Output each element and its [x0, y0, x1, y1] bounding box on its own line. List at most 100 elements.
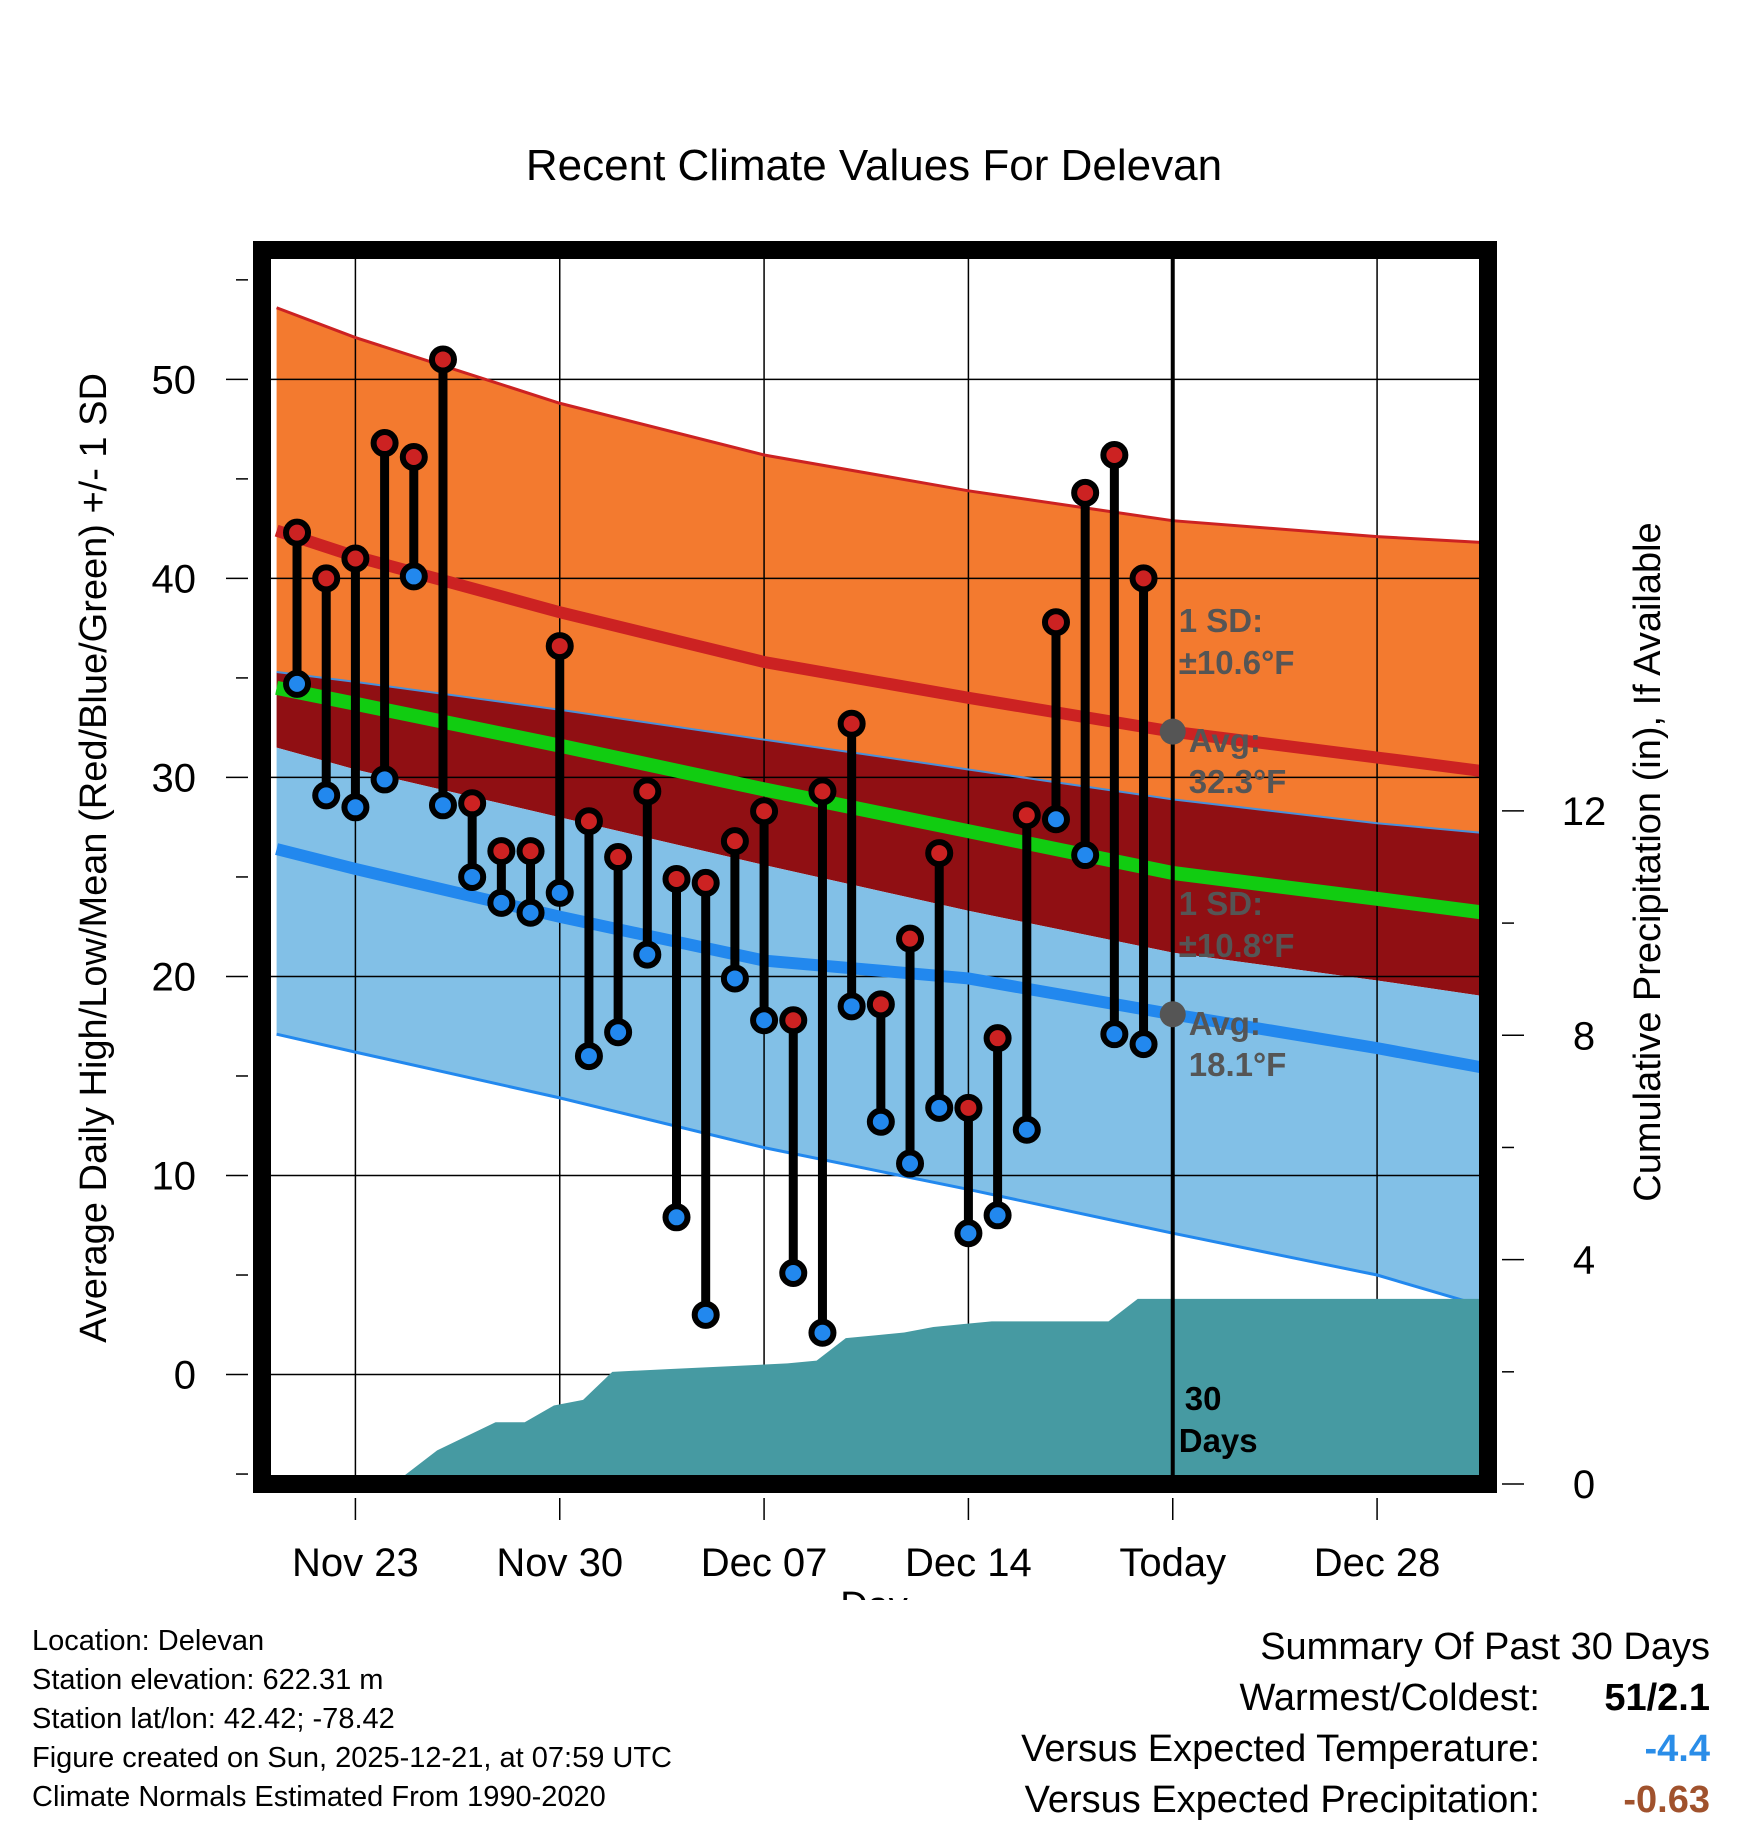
y-tick-label: 40: [152, 557, 197, 601]
low-point: [779, 1259, 808, 1288]
temp-value: -4.4: [1644, 1728, 1710, 1770]
info-location: Location: Delevan: [32, 1625, 265, 1657]
x-tick-label: Nov 30: [496, 1541, 623, 1585]
temp-label: Versus Expected Temperature:: [1021, 1728, 1540, 1770]
y-tick-label: 10: [152, 1155, 197, 1199]
low-point: [662, 1203, 691, 1232]
low-point: [312, 781, 341, 810]
window-word: Days: [1179, 1422, 1258, 1459]
summary-row-precip: Versus Expected Precipitation: -0.63: [1021, 1775, 1710, 1826]
high-minus-sd-line: [276, 670, 1486, 835]
low-minus-sd-line: [276, 1032, 1486, 1309]
high-point: [691, 868, 720, 897]
y2-tick-label: 12: [1562, 790, 1607, 834]
low-point: [691, 1300, 720, 1329]
mean-average-line: [275, 681, 1486, 920]
y-axis-label: Average Daily High/Low/Mean (Red/Blue/Gr…: [73, 373, 115, 1343]
low-point: [428, 791, 457, 820]
low-point: [983, 1201, 1012, 1230]
precip-value: -0.63: [1623, 1779, 1710, 1821]
window-number: 30: [1185, 1380, 1222, 1417]
chart-title: Recent Climate Values For Delevan: [526, 141, 1222, 190]
high-point: [604, 843, 633, 872]
low-point: [283, 669, 312, 698]
low-avg-label: Avg:: [1189, 1005, 1261, 1042]
low-point: [487, 888, 516, 917]
summary-panel: Summary Of Past 30 Days Warmest/Coldest:…: [1021, 1622, 1710, 1826]
low-sd-label: 1 SD:: [1179, 885, 1263, 922]
high-avg-value: 32.3°F: [1189, 763, 1287, 800]
low-sd-value: ±10.8°F: [1179, 927, 1295, 964]
low-point: [545, 878, 574, 907]
low-point: [370, 765, 399, 794]
high-point: [1129, 564, 1158, 593]
high-point: [399, 442, 428, 471]
high-point: [925, 839, 954, 868]
low-point: [1100, 1020, 1129, 1049]
high-sd-band: [276, 307, 1486, 834]
info-created: Figure created on Sun, 2025-12-21, at 07…: [32, 1742, 672, 1774]
station-info: Location: Delevan Station elevation: 622…: [32, 1622, 672, 1817]
low-point: [866, 1107, 895, 1136]
low-point: [925, 1093, 954, 1122]
high-point: [808, 777, 837, 806]
high-point: [720, 827, 749, 856]
plot-area: 1 SD: ±10.6°F Avg: 32.3°F 1 SD: ±10.8°F Avg: 18…: [152, 241, 1607, 1585]
high-point: [633, 777, 662, 806]
y2-tick-label: 4: [1573, 1239, 1595, 1283]
high-point: [428, 345, 457, 374]
x-axis-label: Day: [840, 1585, 908, 1600]
x-tick-label: Today: [1119, 1541, 1226, 1585]
low-point: [574, 1042, 603, 1071]
high-point: [1071, 478, 1100, 507]
warmest-value: 51/2.1: [1604, 1677, 1710, 1719]
low-point: [341, 793, 370, 822]
x-tick-label: Dec 07: [701, 1541, 828, 1585]
high-plus-sd-line: [276, 306, 1486, 545]
y2-tick-label: 8: [1573, 1014, 1595, 1058]
high-point: [954, 1093, 983, 1122]
low-point: [1041, 805, 1070, 834]
high-point: [750, 797, 779, 826]
x-tick-label: Dec 14: [905, 1541, 1032, 1585]
summary-row-warmest: Warmest/Coldest: 51/2.1: [1021, 1673, 1710, 1724]
high-sd-value: ±10.6°F: [1179, 644, 1295, 681]
low-avg-value: 18.1°F: [1189, 1046, 1287, 1083]
high-point: [866, 990, 895, 1019]
low-point: [1071, 841, 1100, 870]
high-point: [1100, 441, 1129, 470]
high-point: [779, 1006, 808, 1035]
y-tick-label: 50: [152, 358, 197, 402]
low-point: [954, 1219, 983, 1248]
info-normals: Climate Normals Estimated From 1990-2020: [32, 1781, 606, 1813]
plot-content: 1 SD: ±10.6°F Avg: 32.3°F 1 SD: ±10.8°F Avg: 18…: [262, 250, 1488, 1484]
high-point: [896, 924, 925, 953]
low-average-line: [275, 843, 1487, 1074]
info-elevation: Station elevation: 622.31 m: [32, 1664, 384, 1696]
summary-row-temp: Versus Expected Temperature: -4.4: [1021, 1724, 1710, 1775]
low-point: [837, 992, 866, 1021]
low-point: [750, 1006, 779, 1035]
plot-frame: [253, 241, 1497, 1493]
high-point: [516, 837, 545, 866]
low-point: [1129, 1030, 1158, 1059]
y-tick-label: 0: [174, 1354, 196, 1398]
x-tick-label: Nov 23: [292, 1541, 419, 1585]
low-point: [516, 898, 545, 927]
info-latlon: Station lat/lon: 42.42; -78.42: [32, 1703, 395, 1735]
high-point: [341, 544, 370, 573]
precip-label: Versus Expected Precipitation:: [1024, 1779, 1540, 1821]
low-average-marker: [1159, 1001, 1186, 1028]
high-average-marker: [1159, 718, 1186, 745]
high-point: [312, 564, 341, 593]
low-point: [808, 1318, 837, 1347]
high-point: [662, 864, 691, 893]
high-point: [283, 518, 312, 547]
low-point: [633, 940, 662, 969]
high-average-line: [274, 524, 1486, 778]
high-point: [370, 429, 399, 458]
high-point: [487, 837, 516, 866]
low-point: [720, 964, 749, 993]
high-point: [1041, 608, 1070, 637]
high-point: [983, 1024, 1012, 1053]
